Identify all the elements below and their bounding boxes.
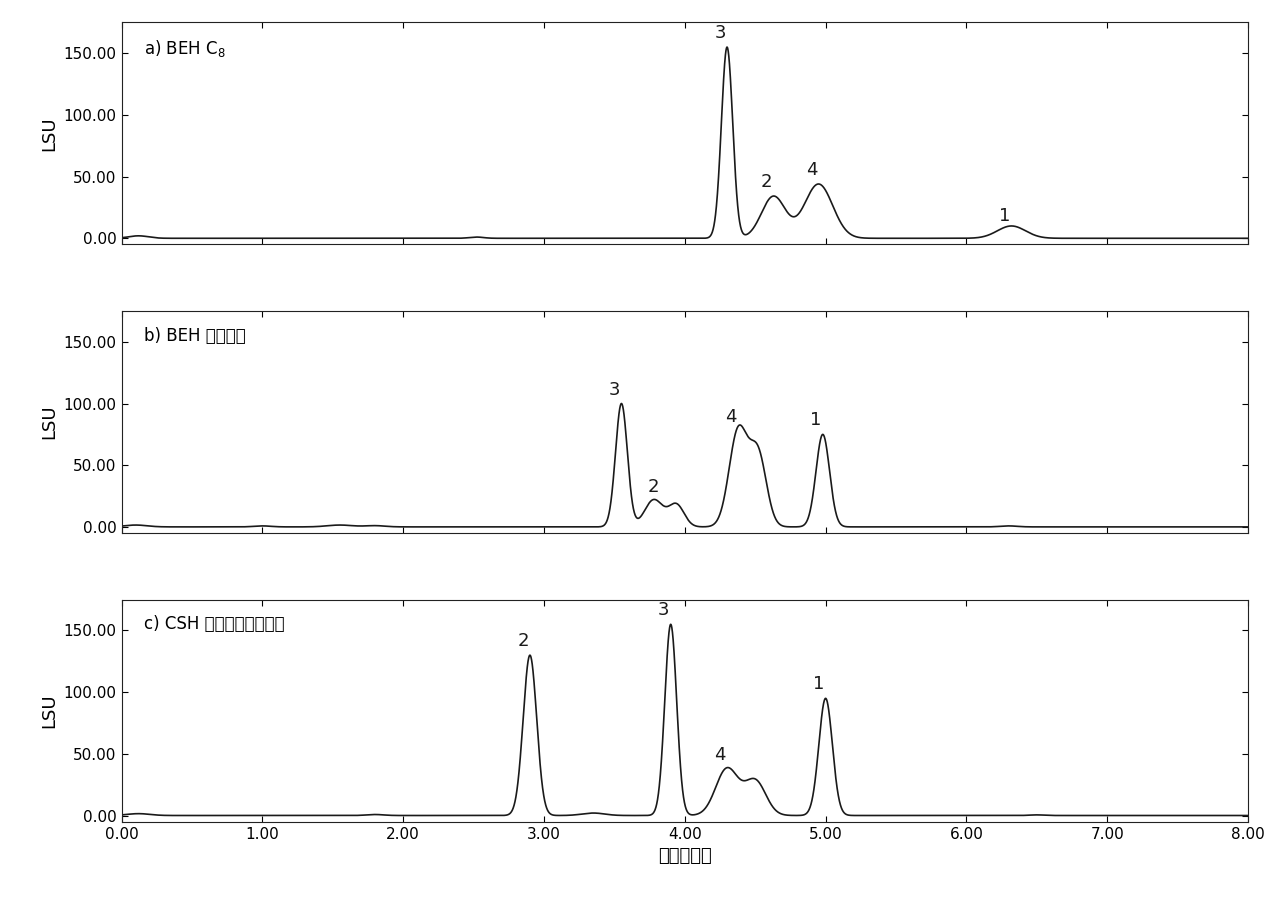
Text: 4: 4 — [714, 745, 726, 763]
Text: c) CSH フェニルヘキシル: c) CSH フェニルヘキシル — [145, 615, 284, 633]
Text: 4: 4 — [806, 161, 817, 179]
Text: 1: 1 — [998, 207, 1010, 224]
Text: 1: 1 — [810, 411, 822, 429]
Text: 2: 2 — [517, 632, 529, 650]
Text: 2: 2 — [760, 173, 772, 191]
Y-axis label: LSU: LSU — [40, 116, 58, 151]
Text: 4: 4 — [726, 408, 737, 426]
Text: 2: 2 — [648, 478, 659, 496]
Y-axis label: LSU: LSU — [40, 405, 58, 439]
X-axis label: 時間（分）: 時間（分） — [658, 847, 712, 865]
Text: a) BEH C$_8$: a) BEH C$_8$ — [145, 38, 227, 59]
Text: b) BEH フェニル: b) BEH フェニル — [145, 327, 246, 345]
Y-axis label: LSU: LSU — [40, 693, 58, 728]
Text: 3: 3 — [658, 602, 669, 620]
Text: 3: 3 — [609, 381, 620, 399]
Text: 1: 1 — [813, 675, 824, 693]
Text: 3: 3 — [714, 24, 726, 42]
